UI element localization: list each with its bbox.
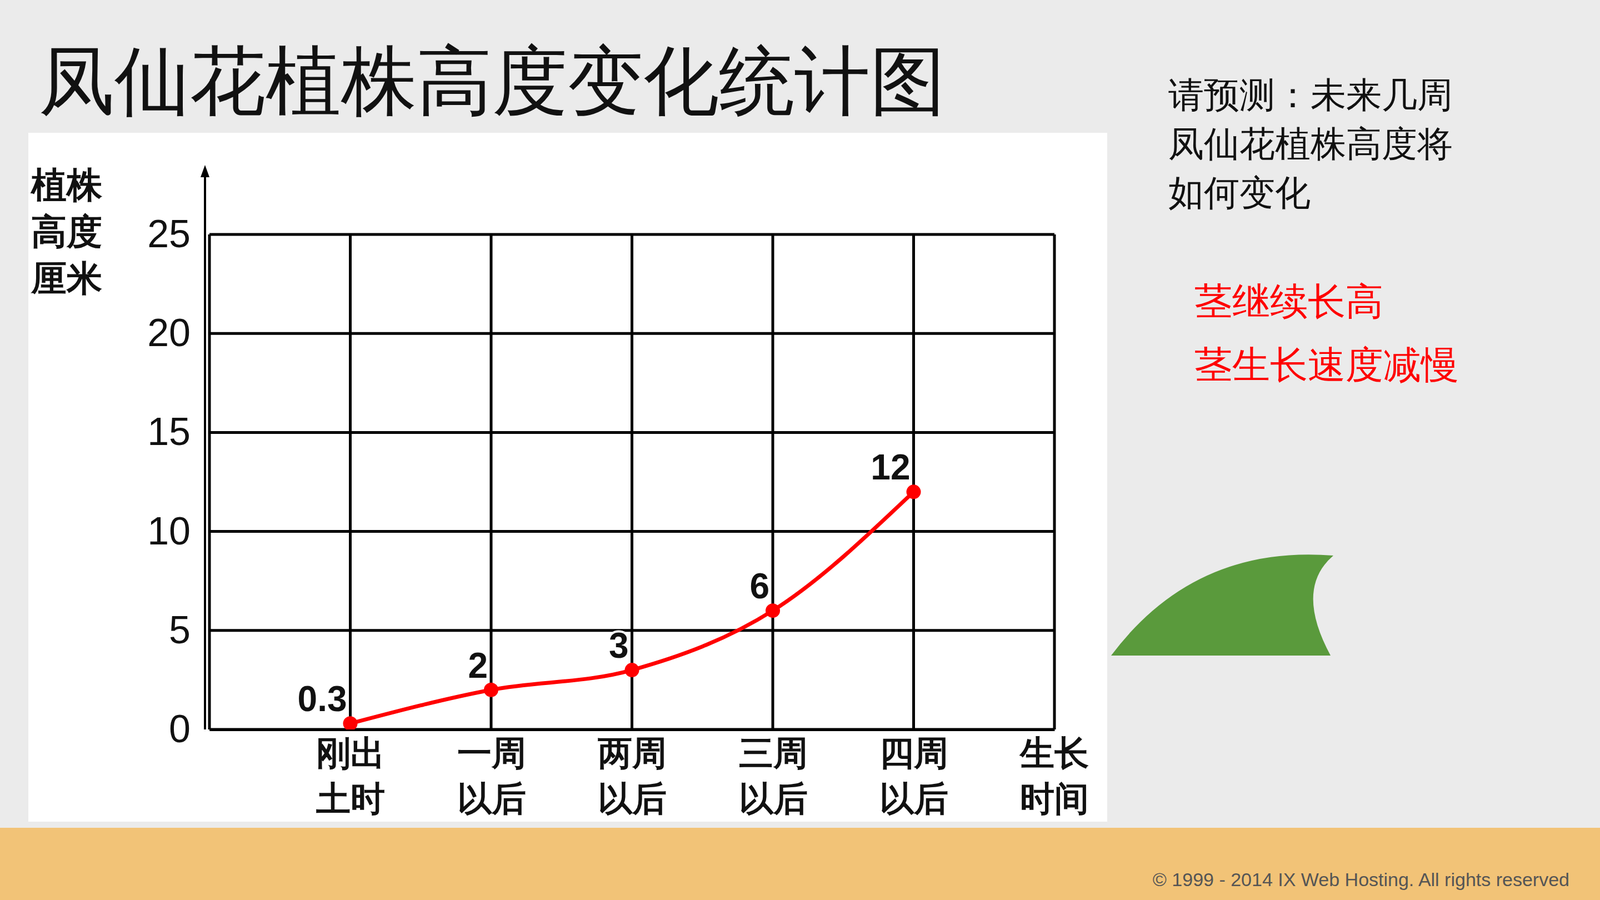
tick-label: 刚出土时 [316,732,385,819]
grid-line [771,234,775,730]
tick: 10 [147,509,205,553]
tick-label: 20 [147,311,191,355]
annotation: 请预测：未来几周凤仙花植株高度将如何变化 [1168,74,1453,214]
axis-line [203,173,207,730]
x-axis: 刚出土时 一周以后两周以后 三周以后 四周以后 [210,729,1055,819]
tick: 两周以后 [597,729,667,819]
grid-line [208,234,212,730]
grid-line [490,234,493,730]
data-label: 2 [467,645,488,686]
tick-label: 25 [147,212,191,256]
tick: 25 [147,212,205,256]
tick-label: 四周以后 [879,732,949,819]
tick: 刚出土时 [316,729,385,819]
hill [1111,554,1334,656]
tick-label: 两周以后 [597,732,667,819]
grid-line [348,234,352,730]
tick: 三周以后 [738,729,808,819]
tick: 15 [147,410,205,454]
chart: 凤仙花植株高度变化统计图 0 5 10 15 20 25 刚出土时 一周以后两周以后 三周以后 四周… [0,0,1600,900]
annotation: © 1999 - 2014 IX Web Hosting. All rights… [1152,868,1570,890]
grid [209,234,1055,730]
tick: 0 [168,707,205,751]
axis-arrow [200,165,210,178]
tick: 四周以后 [879,729,949,819]
axis-title: 植株高度厘米 [30,164,103,299]
annotation: 茎生长速度减慢 [1194,342,1459,387]
tick-label: 三周以后 [738,732,808,819]
data-label: 3 [608,625,629,666]
background [0,0,1600,900]
data-label: 12 [870,447,910,488]
annotation: 茎继续长高 [1194,279,1384,324]
grid-line [1053,234,1057,730]
grid-line [209,728,1055,732]
series-line [350,491,914,724]
data-label: 0.3 [297,678,348,719]
grid-line [912,234,915,730]
axis-title: 生长时间 [1018,732,1089,819]
plot [343,484,922,730]
tick: 20 [147,311,205,355]
ground-band [0,827,1600,900]
data-label: 6 [749,566,770,607]
tick-label: 5 [168,608,191,652]
tick-label: 10 [147,509,191,553]
tick: 一周以后 [457,729,527,819]
tick-label: 0 [168,707,191,751]
y-axis: 0 5 10 15 20 25 [147,173,205,751]
axis-line [210,728,1055,732]
chart-panel [28,132,1108,822]
tick-label: 15 [147,410,191,454]
grid-line [630,234,634,730]
tick: 5 [168,608,205,652]
tick-label: 一周以后 [457,732,527,819]
title: 凤仙花植株高度变化统计图 [38,37,946,125]
